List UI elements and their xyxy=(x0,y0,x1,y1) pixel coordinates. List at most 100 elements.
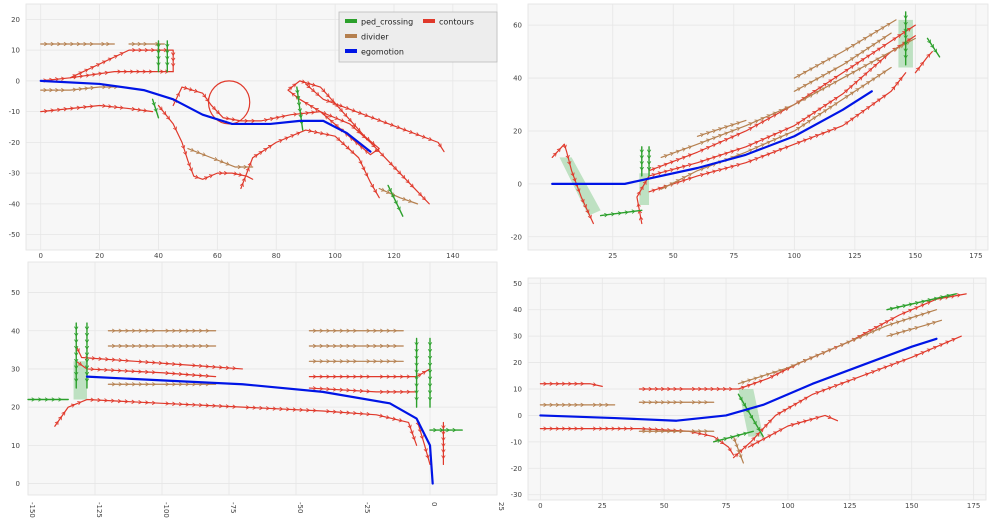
divider-chevron xyxy=(196,150,201,155)
divider-chevron xyxy=(198,328,203,333)
divider-chevron xyxy=(61,87,66,93)
contours-chevron xyxy=(113,104,119,110)
contours-chevron xyxy=(729,386,734,392)
x-tick-label: 25 xyxy=(598,502,607,510)
ped-crossing-chevron xyxy=(38,397,43,402)
contours-chevron xyxy=(808,136,814,141)
divider-chevron xyxy=(889,322,894,327)
contours-chevron xyxy=(306,81,311,86)
y-tick-label: -50 xyxy=(9,231,20,239)
legend-label-ped_crossing: ped_crossing xyxy=(361,18,413,27)
divider-chevron xyxy=(172,328,177,333)
contours-chevron xyxy=(660,386,665,392)
contours-chevron xyxy=(687,176,693,181)
contours-chevron xyxy=(393,374,398,379)
divider-chevron xyxy=(669,151,674,156)
y-tick-label: 20 xyxy=(11,16,20,24)
contours-chevron xyxy=(561,381,566,386)
divider-chevron xyxy=(736,121,741,126)
contours-line xyxy=(732,335,962,459)
contours-chevron xyxy=(193,88,199,93)
divider-chevron xyxy=(754,145,759,150)
contours-chevron xyxy=(798,399,803,404)
ped-crossing-chevron xyxy=(639,166,644,171)
contours-chevron xyxy=(860,58,865,62)
divider-chevron xyxy=(599,402,604,408)
contours-chevron xyxy=(131,399,136,404)
ped-crossing-chevron xyxy=(903,28,908,33)
contours-chevron xyxy=(720,440,725,445)
contours-chevron xyxy=(172,371,177,376)
divider-chevron xyxy=(237,164,242,170)
contours-chevron xyxy=(279,406,284,412)
divider-chevron xyxy=(386,359,391,364)
contours-chevron xyxy=(183,151,188,156)
divider-chevron xyxy=(932,320,937,325)
contours-chevron xyxy=(107,57,113,62)
contours-chevron xyxy=(332,101,337,106)
divider-chevron xyxy=(205,343,210,349)
contours-chevron xyxy=(72,74,77,79)
contours-chevron xyxy=(233,171,238,176)
contours-chevron xyxy=(319,374,324,379)
y-tick-label: -40 xyxy=(9,200,20,208)
contours-chevron xyxy=(840,381,845,386)
contours-chevron xyxy=(873,63,878,68)
contours-chevron xyxy=(748,127,753,131)
divider-chevron xyxy=(857,67,862,72)
contours-chevron xyxy=(306,408,311,413)
divider-chevron xyxy=(698,400,703,405)
contours-chevron xyxy=(192,402,197,407)
divider-chevron xyxy=(675,179,681,184)
x-tick-label: -100 xyxy=(162,502,170,518)
divider-chevron xyxy=(876,74,882,78)
contours-chevron xyxy=(269,116,275,122)
contours-chevron xyxy=(784,127,789,132)
contours-chevron xyxy=(651,172,656,178)
x-tick-label: 0 xyxy=(538,502,542,510)
contours-chevron xyxy=(730,135,735,140)
contours-chevron xyxy=(932,345,938,350)
divider-chevron xyxy=(312,328,317,333)
ped-crossing-chevron xyxy=(446,427,451,433)
contours-chevron xyxy=(346,410,351,415)
contours-chevron xyxy=(253,154,259,158)
y-tick-label: 20 xyxy=(513,359,522,367)
contours-chevron xyxy=(873,326,879,330)
contours-chevron xyxy=(718,167,723,173)
divider-chevron xyxy=(654,400,659,405)
ped-crossing-chevron xyxy=(297,108,302,113)
y-tick-label: -30 xyxy=(511,491,522,499)
divider-chevron xyxy=(172,382,177,387)
divider-chevron xyxy=(899,44,904,49)
contours-chevron xyxy=(326,409,331,414)
divider-chevron xyxy=(874,30,879,34)
x-tick-label: 75 xyxy=(722,502,731,510)
divider-chevron xyxy=(809,356,814,361)
legend-swatch-divider xyxy=(345,34,357,38)
contours-chevron xyxy=(299,407,304,413)
divider-chevron xyxy=(373,328,378,333)
divider-chevron xyxy=(190,147,195,152)
contours-chevron xyxy=(143,108,148,113)
contours-chevron xyxy=(898,76,903,81)
contours-chevron xyxy=(92,72,97,77)
contours-chevron xyxy=(636,191,641,196)
contours-chevron xyxy=(891,86,896,91)
contours-chevron xyxy=(754,157,759,162)
divider-chevron xyxy=(760,116,765,121)
contours-chevron xyxy=(945,340,950,345)
contours-chevron xyxy=(407,424,412,429)
contours-chevron xyxy=(386,374,391,379)
contours-chevron xyxy=(712,169,717,174)
x-tick-label: 125 xyxy=(843,502,856,510)
divider-chevron xyxy=(851,44,856,48)
ped-crossing-area xyxy=(559,157,601,216)
contours-chevron xyxy=(587,214,592,219)
contours-chevron xyxy=(406,374,411,379)
divider-chevron xyxy=(131,41,136,47)
contours-chevron xyxy=(55,77,60,82)
x-tick-label: 40 xyxy=(154,252,163,260)
contours-chevron xyxy=(568,381,573,386)
contours-chevron xyxy=(267,145,273,149)
